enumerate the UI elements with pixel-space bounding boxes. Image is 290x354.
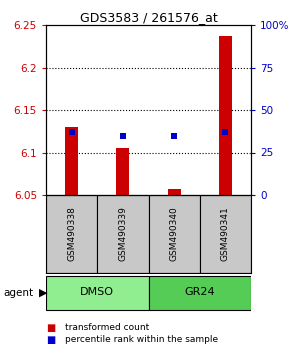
Text: GSM490339: GSM490339 — [118, 207, 127, 262]
Text: GSM490341: GSM490341 — [221, 207, 230, 261]
Text: ■: ■ — [46, 335, 56, 345]
Text: ▶: ▶ — [39, 288, 48, 298]
Bar — [168, 189, 181, 195]
Text: ■: ■ — [46, 323, 56, 333]
Bar — [219, 36, 232, 195]
Bar — [46, 195, 97, 273]
Text: GSM490340: GSM490340 — [170, 207, 179, 261]
Text: transformed count: transformed count — [65, 324, 150, 332]
Text: DMSO: DMSO — [80, 287, 114, 297]
Text: GSM490338: GSM490338 — [67, 207, 76, 262]
Text: agent: agent — [3, 288, 33, 298]
Text: GR24: GR24 — [184, 287, 215, 297]
Bar — [148, 276, 251, 310]
Bar — [65, 127, 78, 195]
Title: GDS3583 / 261576_at: GDS3583 / 261576_at — [80, 11, 218, 24]
Bar — [200, 195, 251, 273]
Text: percentile rank within the sample: percentile rank within the sample — [65, 336, 218, 344]
Bar — [148, 195, 200, 273]
Bar — [46, 276, 148, 310]
Bar — [117, 148, 129, 195]
Bar — [97, 195, 148, 273]
